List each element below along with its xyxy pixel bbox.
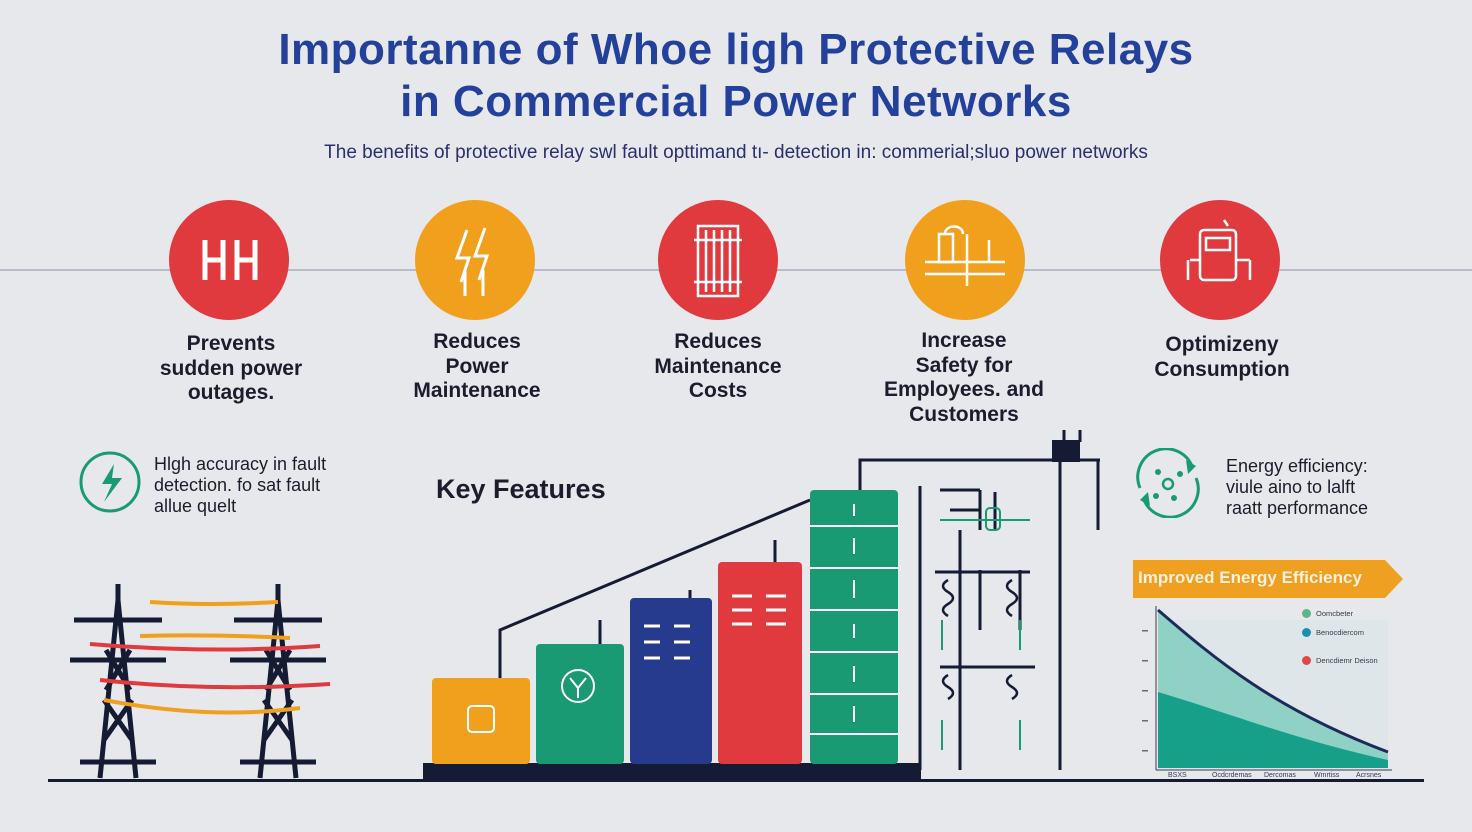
benefit-label-2: Reduces Power Maintenance xyxy=(413,330,541,402)
relay-equipment-illustration xyxy=(423,430,1100,779)
title-line-1: Importanne of Whoe ligh Protective Relay… xyxy=(278,25,1194,74)
legend-label-3: Dencdiemr Deison xyxy=(1316,656,1378,665)
benefit-label-4: Increase Safety for Employees. and Customer… xyxy=(884,329,1044,426)
legend-swatch-1 xyxy=(1302,609,1311,618)
title-line-2: in Commercial Power Networks xyxy=(400,77,1072,126)
efficiency-cycle-icon xyxy=(1136,448,1200,518)
key-features-heading: Key Features xyxy=(436,474,606,504)
benefit-label-1: Prevents sudden power outages. xyxy=(159,332,303,404)
chart-tick-5: Acrsnes xyxy=(1356,772,1382,779)
transmission-towers-illustration xyxy=(70,584,331,779)
fault-lightning-icon xyxy=(79,451,141,513)
lightning-icon xyxy=(415,200,535,320)
legend-label-1: Oomcbeter xyxy=(1316,609,1354,618)
efficiency-note: Energy efficiency: viule aino to lalft raa… xyxy=(1226,456,1369,518)
benefit-label-3: Reduces Maintenance Costs xyxy=(654,330,782,402)
ground-line xyxy=(48,779,1424,782)
circuit-breaker-icon xyxy=(658,200,778,320)
meter-icon xyxy=(1160,200,1280,320)
efficiency-banner xyxy=(1133,560,1403,598)
page-title: Importanne of Whoe ligh Protective Relay… xyxy=(0,24,1472,128)
chart-tick-2: Ocdcrdemas xyxy=(1212,772,1252,779)
legend-swatch-3 xyxy=(1302,656,1311,665)
chart-tick-3: Dercomas xyxy=(1264,772,1296,779)
substation-icon xyxy=(905,200,1025,320)
accuracy-note: Hlgh accuracy in fault detection. fo sat … xyxy=(154,454,327,516)
chart-tick-1: BSXS xyxy=(1168,772,1187,779)
chart-tick-4: Wmrtiss xyxy=(1314,772,1340,779)
subtitle: The benefits of protective relay swl fau… xyxy=(324,142,1148,163)
legend-label-2: Benocdiercom xyxy=(1316,628,1364,637)
efficiency-banner-text: Improved Energy Efficiency xyxy=(1138,568,1362,587)
efficiency-area-chart xyxy=(1142,606,1392,771)
legend-swatch-2 xyxy=(1302,628,1311,637)
benefit-label-5: Optimizeny Consumption xyxy=(1154,333,1290,381)
relay-hh-icon xyxy=(169,200,289,320)
